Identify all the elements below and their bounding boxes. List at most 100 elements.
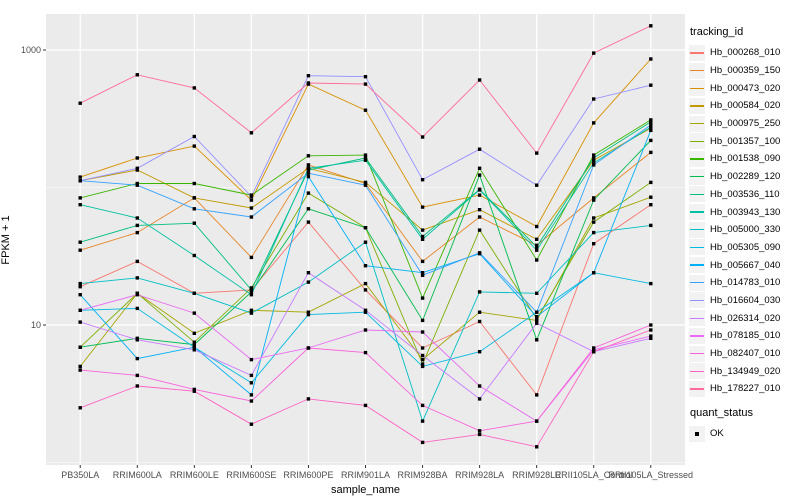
data-point <box>592 156 596 160</box>
data-point <box>649 120 653 124</box>
legend-item-Hb_078185_010: Hb_078185_010 <box>689 327 799 345</box>
data-point <box>135 223 139 228</box>
data-point <box>649 138 653 143</box>
data-point <box>249 198 254 202</box>
data-point <box>135 293 139 297</box>
legend-label: Hb_005667_040 <box>710 259 781 271</box>
x-tick-label: RRIM600SE <box>226 470 276 480</box>
legend-label: Hb_003943_130 <box>710 206 781 218</box>
legend-label: Hb_005000_330 <box>710 224 781 236</box>
x-tick-label: RRIM901LA <box>341 470 390 480</box>
data-point <box>420 353 425 358</box>
data-point <box>78 345 82 349</box>
data-point <box>363 156 368 160</box>
data-point <box>420 346 425 350</box>
legend-key-icon <box>689 327 705 344</box>
data-point <box>477 228 482 232</box>
legend-label: Hb_002289_120 <box>710 171 781 183</box>
data-point <box>306 312 311 317</box>
legend-label: Hb_082407_010 <box>710 348 781 360</box>
data-point <box>78 293 82 297</box>
data-point <box>649 118 653 122</box>
data-point <box>363 328 368 332</box>
data-point <box>649 150 653 155</box>
data-point <box>363 288 368 292</box>
data-point <box>535 419 539 423</box>
legend-label: Hb_001357_100 <box>710 135 781 147</box>
data-point <box>306 191 311 195</box>
legend-label: Hb_000268_010 <box>710 47 781 59</box>
x-tick-label: RRIM928LA <box>455 470 504 480</box>
data-point <box>192 311 196 315</box>
data-point <box>649 57 653 61</box>
data-point <box>420 259 425 264</box>
data-point <box>249 194 254 199</box>
legend-label: OK <box>710 428 724 440</box>
data-point <box>249 286 254 290</box>
data-point <box>535 310 539 314</box>
legend-label: Hb_001538_090 <box>710 153 781 165</box>
data-point <box>592 230 596 235</box>
x-tick-label: RRIM600LE <box>170 470 219 480</box>
data-point <box>135 356 139 361</box>
data-point <box>535 224 539 229</box>
legend-label: Hb_026314_020 <box>710 312 781 324</box>
legend-label: Hb_014783_010 <box>710 277 781 289</box>
data-point <box>420 419 425 423</box>
x-tick-label: RRIM928LE <box>512 470 561 480</box>
data-point <box>420 364 425 369</box>
data-point <box>420 296 425 300</box>
data-point <box>192 340 196 344</box>
y-tick-label: 1000 <box>21 45 41 55</box>
data-point <box>477 310 482 314</box>
legend-label: Hb_178227_010 <box>710 383 781 395</box>
data-point <box>363 350 368 355</box>
data-point <box>592 161 596 165</box>
data-point <box>649 24 653 28</box>
legend-item-Hb_000359_150: Hb_000359_150 <box>689 62 799 80</box>
data-point <box>363 82 368 86</box>
data-point <box>420 178 425 182</box>
legend-key-icon <box>689 292 705 309</box>
data-point <box>592 242 596 246</box>
legend-title-tracking-id: tracking_id <box>690 26 744 38</box>
data-point <box>249 206 254 210</box>
data-point <box>535 258 539 262</box>
legend-item-Hb_016604_030: Hb_016604_030 <box>689 292 799 310</box>
data-point <box>535 317 539 321</box>
data-point <box>535 245 539 249</box>
legend-label: Hb_078185_010 <box>710 330 781 342</box>
data-point <box>363 281 368 286</box>
legend-key-icon <box>689 133 705 150</box>
data-point <box>535 237 539 241</box>
data-point <box>249 393 254 397</box>
legend-label: Hb_016604_030 <box>710 294 781 306</box>
data-point <box>649 180 653 185</box>
data-point <box>477 251 482 255</box>
legend: tracking_id Hb_000268_010 Hb_000359_150 Hb… <box>689 26 799 442</box>
data-point <box>135 338 139 342</box>
data-point <box>420 205 425 209</box>
data-point <box>420 357 425 362</box>
data-point <box>78 368 82 372</box>
legend-item-Hb_134949_020: Hb_134949_020 <box>689 362 799 380</box>
data-point <box>477 290 482 294</box>
data-point <box>135 276 139 280</box>
data-point <box>78 248 82 252</box>
data-point <box>192 389 196 393</box>
data-point <box>363 310 368 314</box>
data-point <box>420 273 425 277</box>
legend-item-Hb_005000_330: Hb_005000_330 <box>689 221 799 239</box>
legend-item-quant-ok: OK <box>689 425 799 443</box>
data-point <box>78 281 82 286</box>
data-point <box>592 153 596 157</box>
data-point <box>592 121 596 125</box>
legend-item-Hb_002289_120: Hb_002289_120 <box>689 168 799 186</box>
legend-quant-section: quant_status OK <box>689 407 799 443</box>
data-point <box>592 198 596 202</box>
legend-key-icon <box>689 150 705 167</box>
legend-label: Hb_005305_090 <box>710 241 781 253</box>
data-point <box>306 81 311 85</box>
legend-item-Hb_000975_250: Hb_000975_250 <box>689 115 799 133</box>
